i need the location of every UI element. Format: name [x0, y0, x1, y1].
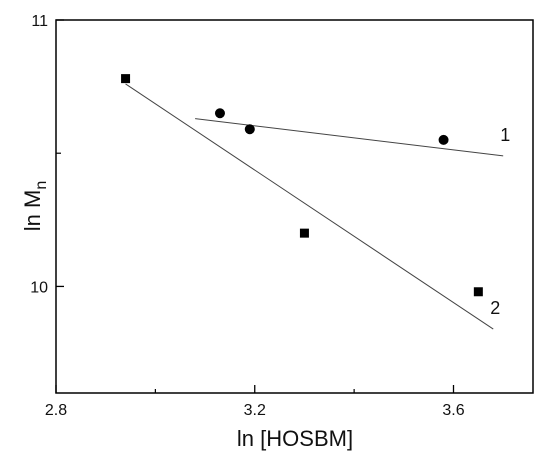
y-axis-label-main: ln M — [20, 190, 45, 232]
y-tick-label: 11 — [31, 13, 48, 30]
fit-lines — [125, 83, 504, 330]
x-tick-label: 3.6 — [442, 402, 464, 419]
data-point-series-2 — [299, 228, 309, 238]
x-axis-label: ln [HOSBM] — [237, 426, 353, 451]
tick-labels: 2.8 3.2 3.6 10 11 — [30, 13, 465, 419]
data-point-series-2 — [121, 74, 131, 84]
series-labels: 12 — [490, 125, 510, 318]
x-tick-label: 2.8 — [45, 402, 67, 419]
fit-line-series-1 — [195, 118, 504, 157]
y-axis-label: ln Mn — [20, 181, 50, 231]
data-point-series-1 — [244, 124, 255, 135]
plot-frame — [55, 19, 534, 394]
x-tick-label: 3.2 — [244, 402, 266, 419]
tick-marks — [55, 19, 455, 393]
series-label-2: 2 — [490, 298, 500, 318]
fit-line-series-2 — [125, 83, 494, 330]
data-points — [121, 74, 483, 297]
y-tick-label: 10 — [30, 279, 48, 296]
y-axis-label-subscript: n — [33, 181, 50, 190]
data-point-series-1 — [438, 134, 449, 145]
data-point-series-1 — [214, 108, 225, 119]
series-label-1: 1 — [500, 125, 510, 145]
data-point-series-2 — [473, 287, 483, 297]
